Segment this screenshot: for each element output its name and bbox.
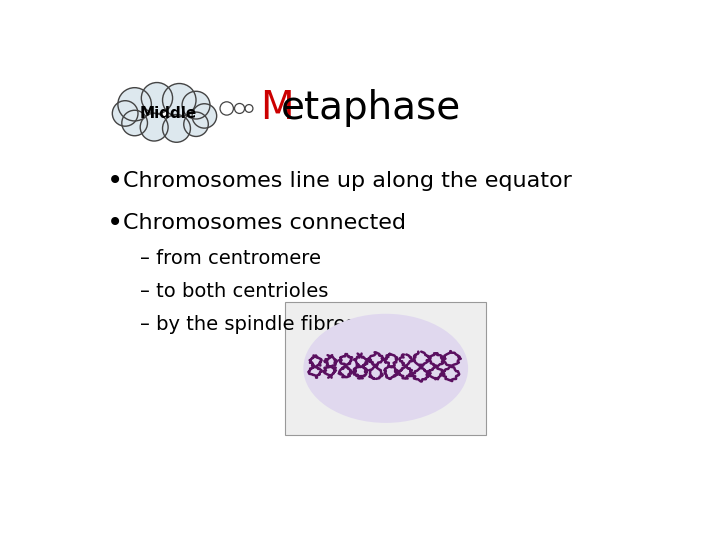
Ellipse shape — [122, 110, 148, 136]
Ellipse shape — [163, 114, 191, 142]
Ellipse shape — [184, 112, 208, 137]
Ellipse shape — [141, 83, 173, 113]
Ellipse shape — [182, 91, 210, 119]
Text: •: • — [107, 209, 123, 237]
Ellipse shape — [220, 102, 233, 115]
Text: Middle: Middle — [140, 106, 197, 122]
Text: – from centromere: – from centromere — [140, 248, 321, 268]
FancyBboxPatch shape — [285, 302, 486, 435]
Text: – to both centrioles: – to both centrioles — [140, 282, 328, 301]
Text: – by the spindle fibres: – by the spindle fibres — [140, 315, 356, 334]
Text: M: M — [260, 90, 294, 127]
Ellipse shape — [112, 100, 138, 126]
Ellipse shape — [235, 104, 245, 113]
Ellipse shape — [303, 314, 468, 423]
Text: Chromosomes connected: Chromosomes connected — [124, 213, 407, 233]
Ellipse shape — [118, 87, 151, 121]
Text: •: • — [107, 167, 123, 195]
Ellipse shape — [140, 113, 168, 141]
Ellipse shape — [163, 84, 196, 117]
Text: Chromosomes line up along the equator: Chromosomes line up along the equator — [124, 171, 572, 191]
Text: etaphase: etaphase — [281, 90, 461, 127]
Ellipse shape — [192, 104, 217, 128]
Ellipse shape — [245, 105, 253, 112]
